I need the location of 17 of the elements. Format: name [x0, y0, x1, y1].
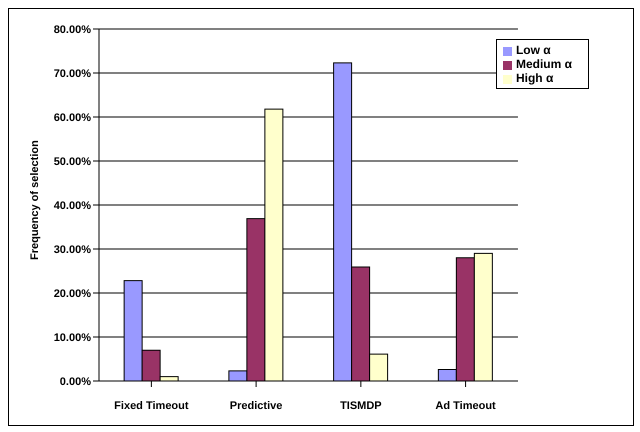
- y-tick-label: 40.00%: [54, 200, 92, 212]
- y-tick-label: 30.00%: [54, 244, 92, 256]
- x-tick-label: Fixed Timeout: [114, 400, 189, 412]
- y-tick-label: 20.00%: [54, 288, 92, 300]
- y-tick-label: 70.00%: [54, 68, 92, 80]
- y-axis-title: Frequency of selection: [28, 140, 41, 260]
- y-tick-label: 0.00%: [60, 376, 92, 388]
- y-tick-label: 10.00%: [54, 332, 92, 344]
- y-tick-label: 60.00%: [54, 112, 92, 124]
- legend-label: Medium α: [516, 57, 572, 71]
- y-tick-label: 50.00%: [54, 156, 92, 168]
- y-tick-label: 80.00%: [54, 24, 92, 36]
- x-tick-label: Ad Timeout: [435, 400, 496, 412]
- legend-label: Low α: [516, 43, 551, 57]
- x-tick-label: TISMDP: [340, 400, 382, 412]
- legend-label: High α: [516, 71, 554, 85]
- x-tick-label: Predictive: [230, 400, 282, 412]
